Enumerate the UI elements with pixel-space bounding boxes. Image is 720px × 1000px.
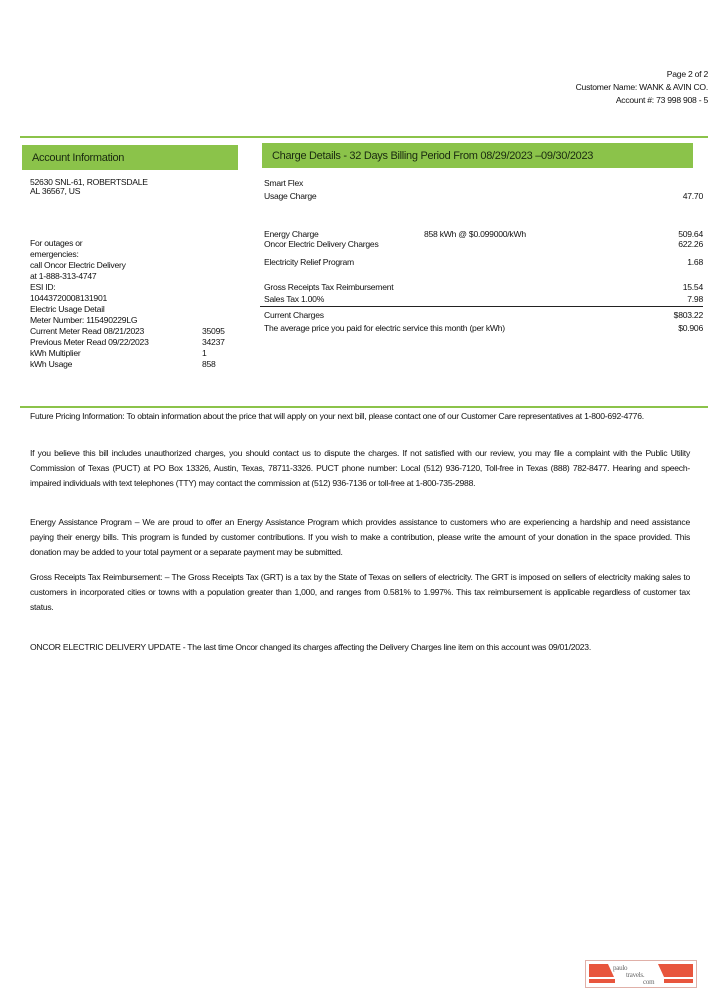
charge-label: Oncor Electric Delivery Charges	[264, 239, 379, 249]
charge-detail: 858 kWh @ $0.099000/kWh	[424, 229, 526, 239]
charge-row-energy: Energy Charge 858 kWh @ $0.099000/kWh 509.…	[264, 229, 703, 239]
svg-text:com: com	[643, 978, 655, 986]
address-line-1: 52630 SNL-61, ROBERTSDALE	[30, 177, 148, 187]
esi-id: 10443720008131901	[30, 293, 108, 303]
watermark-logo-graphic: paulo travels. com	[589, 964, 693, 986]
outage-contact: For outages or emergencies: call Oncor E…	[30, 238, 235, 370]
reading-value: 34237	[202, 337, 225, 347]
notice-grt: Gross Receipts Tax Reimbursement: – The …	[30, 572, 690, 612]
total-divider	[260, 306, 703, 307]
charge-row-grt: Gross Receipts Tax Reimbursement 15.54	[264, 282, 703, 292]
notice-future-pricing: Future Pricing Information: To obtain in…	[30, 411, 644, 421]
reading-label: kWh Usage	[30, 359, 73, 369]
charge-label: Usage Charge	[264, 191, 317, 201]
customer-name: Customer Name: WANK & AVIN CO.	[575, 82, 709, 92]
reading-row: Previous Meter Read 09/22/2023 34237	[30, 337, 235, 348]
charge-amount: $0.906	[678, 323, 703, 333]
reading-label: Current Meter Read 08/21/2023	[30, 326, 145, 336]
charge-label: Current Charges	[264, 310, 324, 320]
reading-value: 1	[202, 348, 207, 358]
account-info: 52630 SNL-61, ROBERTSDALE AL 36567, US F…	[30, 178, 235, 370]
document-header: Page 2 of 2 Customer Name: WANK & AVIN C…	[575, 68, 709, 107]
charge-row-sales-tax: Sales Tax 1.00% 7.98	[264, 294, 703, 304]
reading-label: kWh Multiplier	[30, 348, 81, 358]
outage-line: call Oncor Electric Delivery	[30, 260, 126, 270]
reading-row: kWh Multiplier 1	[30, 348, 235, 359]
outage-line: at 1-888-313-4747	[30, 271, 97, 281]
reading-value: 35095	[202, 326, 225, 336]
reading-label: Previous Meter Read 09/22/2023	[30, 337, 149, 347]
top-divider	[20, 136, 708, 138]
outage-line: For outages or	[30, 238, 83, 248]
charge-amount: 1.68	[687, 257, 703, 267]
charge-amount: $803.22	[673, 310, 704, 320]
reading-row: kWh Usage 858	[30, 359, 235, 370]
notice-dispute: If you believe this bill includes unauth…	[30, 448, 690, 488]
notice-oncor-update: ONCOR ELECTRIC DELIVERY UPDATE - The las…	[30, 642, 591, 652]
account-number: Account #: 73 998 908 - 5	[615, 95, 708, 105]
reading-row: Current Meter Read 08/21/2023 35095	[30, 326, 235, 337]
charge-label: Energy Charge	[264, 229, 319, 239]
svg-text:paulo: paulo	[613, 964, 628, 972]
charge-amount: 622.26	[678, 239, 703, 249]
charge-amount: 509.64	[678, 229, 703, 239]
charge-row-usage: Usage Charge 47.70	[264, 191, 703, 201]
plan-name: Smart Flex	[264, 178, 304, 188]
charge-row-average: The average price you paid for electric …	[264, 323, 703, 333]
charge-label: Electricity Relief Program	[264, 257, 354, 267]
watermark-logo: paulo travels. com	[585, 960, 697, 988]
svg-text:travels.: travels.	[626, 971, 645, 979]
charge-label: The average price you paid for electric …	[264, 323, 505, 333]
account-info-header: Account Information	[22, 145, 238, 170]
charge-amount: 7.98	[687, 294, 703, 304]
charge-row-relief: Electricity Relief Program 1.68	[264, 257, 703, 267]
reading-value: 858	[202, 359, 216, 369]
esi-label: ESI ID:	[30, 282, 56, 292]
usage-detail-heading: Electric Usage Detail	[30, 304, 105, 314]
charge-details: Smart Flex Usage Charge 47.70 Energy Char…	[260, 176, 703, 346]
charge-label: Gross Receipts Tax Reimbursement	[264, 282, 394, 292]
outage-line: emergencies:	[30, 249, 79, 259]
charge-amount: 47.70	[682, 191, 704, 201]
charge-label: Sales Tax 1.00%	[264, 294, 325, 304]
meter-number: Meter Number: 115490229LG	[30, 315, 138, 325]
notice-energy-assistance: Energy Assistance Program – We are proud…	[30, 517, 690, 557]
charge-row-current: Current Charges $803.22	[264, 310, 703, 320]
notices-divider	[20, 406, 708, 408]
page-number: Page 2 of 2	[666, 69, 708, 79]
charge-row-delivery: Oncor Electric Delivery Charges 622.26	[264, 239, 703, 249]
charge-details-header: Charge Details - 32 Days Billing Period …	[262, 143, 693, 168]
address-line-2: AL 36567, US	[30, 186, 81, 196]
charge-amount: 15.54	[682, 282, 704, 292]
